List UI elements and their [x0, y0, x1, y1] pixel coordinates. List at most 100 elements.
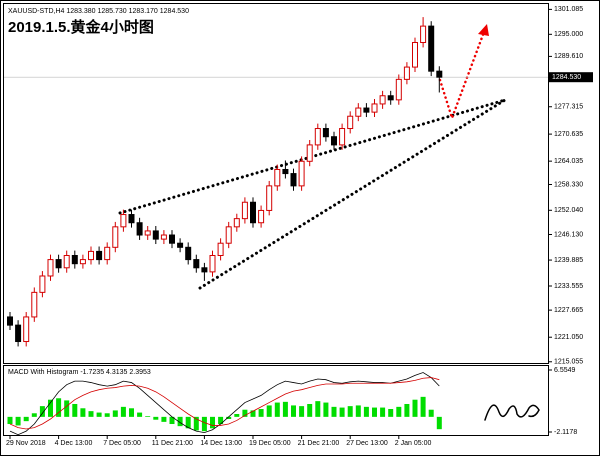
- candle-body: [290, 173, 297, 187]
- candle-body: [217, 242, 224, 257]
- histogram-bar: [258, 408, 264, 417]
- histogram-bar: [7, 416, 13, 425]
- candle-body: [136, 222, 143, 236]
- histogram-bar: [274, 402, 280, 417]
- histogram-bar: [412, 399, 418, 417]
- x-tick-label: 27 Dec 13:00: [346, 440, 388, 447]
- candle-body: [403, 66, 410, 80]
- y-tick-label: 1289.610: [554, 53, 583, 60]
- histogram-bar: [129, 408, 134, 417]
- histogram-bar: [388, 408, 394, 417]
- x-tick-label: 7 Dec 05:00: [103, 440, 141, 447]
- histogram-bar: [31, 413, 37, 417]
- candle-body: [428, 25, 435, 72]
- histogram-bar: [56, 398, 62, 417]
- candle-body: [282, 168, 289, 175]
- histogram-bar: [23, 416, 29, 422]
- histogram-bar: [177, 416, 183, 427]
- histogram-bar: [104, 413, 110, 417]
- histogram-bar: [120, 406, 126, 417]
- signature: [484, 404, 540, 421]
- histogram-bar: [169, 416, 175, 425]
- histogram-bar: [112, 410, 118, 417]
- macd-line: [9, 377, 440, 430]
- arrow-head: [478, 24, 489, 36]
- candle-body: [71, 255, 78, 265]
- y-tick-label: 1277.315: [554, 104, 583, 111]
- histogram-bar: [250, 410, 256, 417]
- candle-body: [298, 160, 305, 187]
- histogram-bar: [226, 416, 232, 420]
- histogram-bar: [355, 405, 361, 417]
- histogram-bar: [428, 409, 434, 417]
- histogram-bar: [299, 406, 305, 417]
- candle-body: [209, 255, 216, 273]
- candle-body: [371, 103, 378, 113]
- histogram-bar: [153, 416, 159, 420]
- symbol-header: XAUUSD-STD,H4 1283.380 1285.730 1283.170…: [8, 8, 189, 15]
- annotations: [118, 24, 540, 421]
- histogram-bar: [145, 416, 151, 417]
- candle-body: [274, 168, 281, 187]
- histogram-bar: [339, 407, 345, 417]
- candle-body: [225, 226, 232, 244]
- candle-body: [355, 107, 362, 117]
- histogram-bar: [210, 416, 215, 429]
- x-tick-label: 11 Dec 21:00: [152, 440, 193, 447]
- x-tick-label: 2 Jan 05:00: [395, 440, 432, 447]
- candle-body: [88, 250, 94, 261]
- candle-body: [55, 259, 62, 269]
- macd-panel: [3, 365, 549, 436]
- candle-body: [258, 209, 265, 224]
- y-tick-label: 1246.130: [554, 231, 583, 238]
- x-tick-label: 21 Dec 21:00: [298, 440, 340, 447]
- histogram-bar: [64, 400, 70, 417]
- histogram-bar: [282, 401, 288, 417]
- histogram-bar: [396, 406, 402, 417]
- histogram-bar: [96, 412, 102, 417]
- histogram-bar: [266, 405, 272, 417]
- candle-body: [7, 316, 13, 326]
- y-tick-label: 1227.665: [554, 307, 583, 314]
- histogram-bar: [380, 407, 386, 417]
- upper-trendline: [118, 98, 507, 215]
- histogram-bar: [137, 412, 143, 417]
- histogram-bar: [242, 409, 248, 417]
- last-price-label: 1284.530: [552, 74, 581, 81]
- chart-title: 2019.1.5.黄金4小时图: [8, 18, 154, 36]
- candle-body: [314, 128, 321, 146]
- histogram-bar: [161, 416, 167, 422]
- candle-body: [306, 144, 313, 162]
- histogram-bar: [315, 401, 321, 417]
- histogram-bar: [331, 406, 337, 417]
- candle-body: [233, 218, 240, 228]
- candle-body: [193, 259, 200, 269]
- candle-body: [177, 242, 184, 248]
- histogram-bar: [347, 406, 353, 417]
- macd-line: [9, 372, 440, 436]
- candle-body: [266, 185, 273, 211]
- histogram-bar: [372, 407, 377, 417]
- candle-body: [241, 201, 248, 220]
- candle-body: [169, 234, 175, 244]
- candle-body: [23, 316, 30, 343]
- y-tick-label: 6.5549: [554, 367, 576, 374]
- candle-body: [104, 246, 111, 261]
- candle-body: [185, 246, 192, 261]
- price-panel: [3, 3, 549, 364]
- candle-body: [395, 78, 402, 101]
- histogram-bar: [420, 396, 426, 417]
- candle-body: [379, 95, 386, 105]
- candle-body: [363, 107, 370, 113]
- forecast-arrow: [438, 30, 486, 122]
- x-tick-label: 19 Dec 05:00: [249, 440, 291, 447]
- y-tick-label: 1215.055: [554, 359, 583, 366]
- candle-body: [144, 230, 151, 236]
- x-tick-label: 4 Dec 13:00: [55, 440, 93, 447]
- x-tick-label: 14 Dec 13:00: [200, 440, 242, 447]
- macd-title: MACD With Histogram -1.7235 4.3135 2.395…: [8, 369, 151, 376]
- histogram-bar: [88, 411, 94, 417]
- histogram-bar: [307, 403, 313, 417]
